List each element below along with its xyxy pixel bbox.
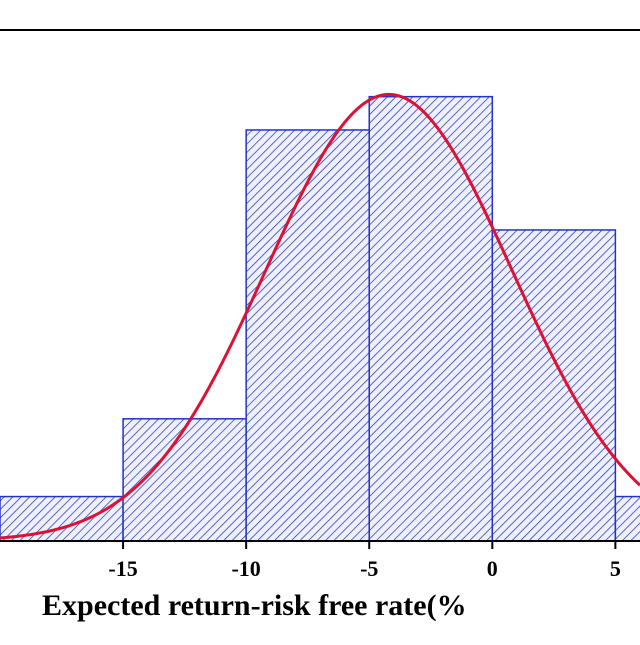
bars-layer	[0, 95, 640, 542]
x-tick-label: -15	[108, 556, 137, 581]
normal-fit-curve	[0, 92, 640, 540]
histogram-bar-3	[245, 129, 370, 542]
ticks-layer: -15 -10 -5 0 5	[108, 541, 621, 581]
curve-layer	[0, 92, 640, 540]
histogram-bar-5	[491, 229, 617, 542]
histogram-bar-4	[368, 95, 494, 542]
axes-layer	[0, 29, 640, 542]
x-tick-label: 0	[487, 556, 498, 581]
histogram-bar-6	[614, 495, 640, 542]
x-tick-label: -10	[231, 556, 260, 581]
x-tick-label: -5	[360, 556, 378, 581]
x-axis-title: Expected return-risk free rate(%	[42, 589, 467, 622]
x-tick-label: 5	[610, 556, 621, 581]
histogram-bar-1	[0, 495, 124, 542]
